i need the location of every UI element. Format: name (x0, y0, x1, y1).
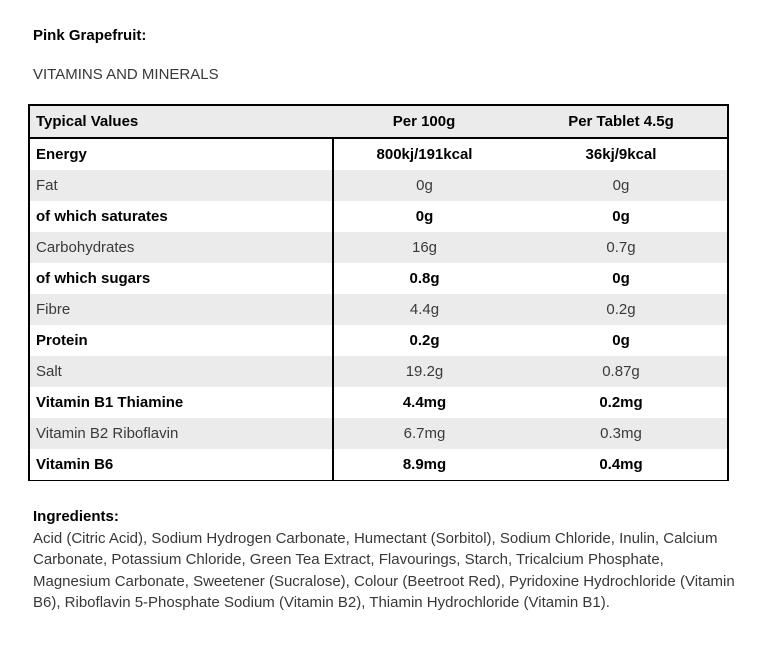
section-title: VITAMINS AND MINERALS (33, 66, 219, 83)
value-per-100g: 0g (416, 177, 433, 194)
value-per-100g: 19.2g (405, 363, 444, 380)
table-row: Vitamin B2 Riboflavin 6.7mg 0.3mg (29, 418, 728, 449)
table-row: of which sugars 0.8g 0g (29, 263, 728, 294)
value-per-tablet: 36kj/9kcal (585, 146, 657, 163)
value-per-tablet: 0g (612, 177, 630, 194)
header-row: Typical Values Per 100g Per Tablet 4.5g (29, 105, 728, 138)
nutrition-table: Typical Values Per 100g Per Tablet 4.5g … (28, 104, 729, 481)
nutrition-table-body: Energy 800kj/191kcal 36kj/9kcal Fat 0g 0g of w… (29, 138, 728, 481)
value-per-tablet: 0.87g (602, 363, 640, 380)
table-row: Protein 0.2g 0g (29, 325, 728, 356)
table-row: Fat 0g 0g (29, 170, 728, 201)
row-label: Fat (29, 170, 334, 201)
value-per-tablet: 0g (612, 208, 630, 225)
table-row: Energy 800kj/191kcal 36kj/9kcal (29, 138, 728, 170)
value-per-100g: 6.7mg (403, 425, 446, 442)
row-label: Vitamin B1 Thiamine (29, 387, 334, 418)
ingredients-text: Acid (Citric Acid), Sodium Hydrogen Carb… (33, 529, 735, 612)
value-per-tablet: 0.7g (606, 239, 636, 256)
table-row: Carbohydrates 16g 0.7g (29, 232, 728, 263)
col-header-typical-values: Typical Values (36, 113, 139, 130)
value-per-tablet: 0g (612, 270, 630, 287)
value-per-100g: 4.4mg (402, 394, 447, 411)
ingredients-heading: Ingredients: (33, 508, 119, 525)
nutrition-table-header: Typical Values Per 100g Per Tablet 4.5g (29, 105, 728, 138)
value-per-tablet: 0g (612, 332, 630, 349)
table-row: of which saturates 0g 0g (29, 201, 728, 232)
value-per-tablet: 0.2mg (599, 394, 643, 411)
value-per-tablet: 0.4mg (599, 456, 643, 473)
row-label: Salt (29, 356, 334, 387)
row-label: Energy (29, 138, 334, 170)
value-per-100g: 0.2g (409, 332, 440, 349)
value-per-tablet: 0.2g (606, 301, 636, 318)
row-label: of which sugars (29, 263, 334, 294)
table-row: Salt 19.2g 0.87g (29, 356, 728, 387)
value-per-tablet: 0.3mg (600, 425, 642, 442)
value-per-100g: 800kj/191kcal (376, 146, 473, 163)
table-row: Fibre 4.4g 0.2g (29, 294, 728, 325)
table-row: Vitamin B1 Thiamine 4.4mg 0.2mg (29, 387, 728, 418)
row-label: Fibre (29, 294, 334, 325)
value-per-100g: 8.9mg (402, 456, 447, 473)
row-label: Protein (29, 325, 334, 356)
product-title: Pink Grapefruit: (33, 27, 147, 44)
col-header-per-100g: Per 100g (392, 113, 456, 130)
row-label: Carbohydrates (29, 232, 334, 263)
ingredients-section: Ingredients: Acid (Citric Acid), Sodium … (33, 506, 736, 614)
row-label: Vitamin B6 (29, 449, 334, 481)
row-label: Vitamin B2 Riboflavin (29, 418, 334, 449)
value-per-100g: 0g (415, 208, 434, 225)
col-header-per-tablet: Per Tablet 4.5g (568, 113, 674, 130)
value-per-100g: 16g (411, 239, 438, 256)
value-per-100g: 4.4g (409, 301, 440, 318)
table-row: Vitamin B6 8.9mg 0.4mg (29, 449, 728, 481)
row-label: of which saturates (29, 201, 334, 232)
value-per-100g: 0.8g (409, 270, 440, 287)
